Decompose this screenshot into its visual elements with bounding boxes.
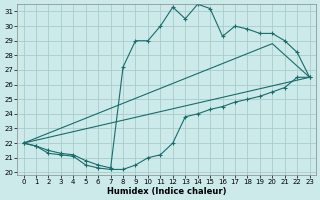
X-axis label: Humidex (Indice chaleur): Humidex (Indice chaleur): [107, 187, 226, 196]
